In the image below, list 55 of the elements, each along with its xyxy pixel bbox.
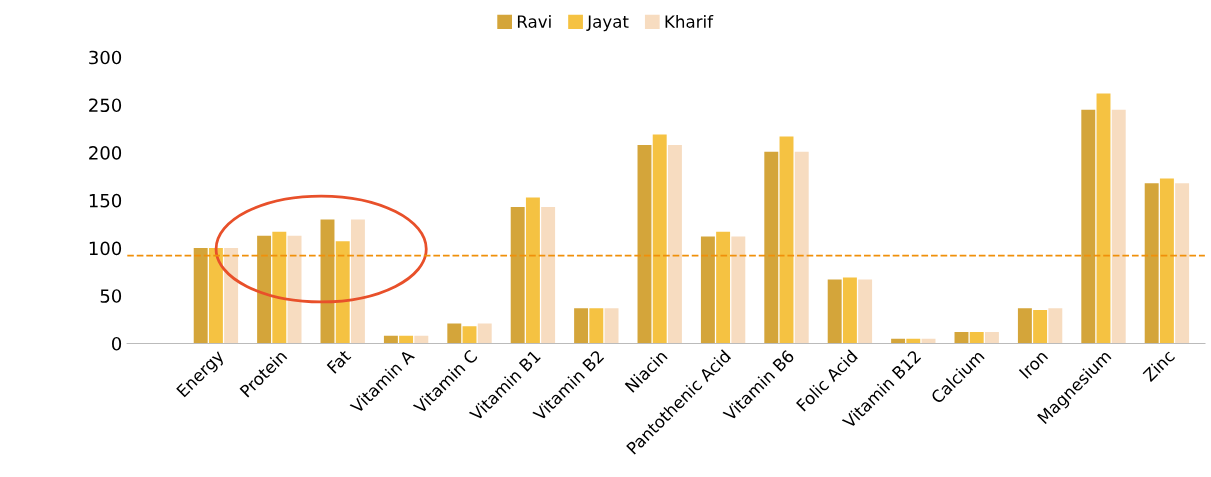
bar [414,335,429,344]
bar [1096,93,1111,344]
bar [858,279,873,344]
bar [1144,183,1159,344]
bar [541,207,556,344]
y-tick-label: 0 [112,336,122,351]
bar [1159,178,1174,344]
bar [462,326,477,344]
bar [604,308,619,344]
bar [700,236,715,344]
bar [335,241,350,344]
bar [350,219,365,344]
bar [984,331,999,344]
y-tick-label: 150 [89,193,122,208]
bar [208,248,223,344]
bar [399,335,414,344]
bar [525,197,540,344]
bar [510,207,525,344]
bar [637,145,652,344]
x-tick-label: Fat [326,348,352,374]
bar [224,248,239,344]
bar [731,236,746,344]
bar [1111,109,1126,344]
bar [477,323,492,344]
bar [779,136,794,344]
bar [447,323,462,344]
bar [764,151,779,344]
bar [716,231,731,344]
bar [589,308,604,344]
bar [272,231,287,344]
legend-label: Ravi [517,15,551,28]
y-tick-label: 200 [89,146,122,160]
bar [842,277,857,344]
y-tick-label: 100 [89,241,122,256]
legend-label: Kharif [665,15,714,28]
bar [1033,310,1048,344]
bar [969,331,984,344]
bar [320,219,335,344]
bar [383,335,398,344]
bar [287,235,302,344]
bar [1048,308,1063,344]
bar [1081,109,1096,344]
bar [1017,308,1032,344]
y-tick-label: 300 [89,50,122,65]
bar [574,308,589,344]
bar [827,279,842,344]
y-tick-label: 250 [89,98,122,113]
bar [652,134,667,344]
bar [1175,183,1190,344]
legend-label: Jayat [586,15,629,32]
bar [667,145,682,344]
bar [193,248,208,344]
bar [794,151,809,344]
bar [257,235,272,344]
y-tick-label: 50 [100,289,122,303]
